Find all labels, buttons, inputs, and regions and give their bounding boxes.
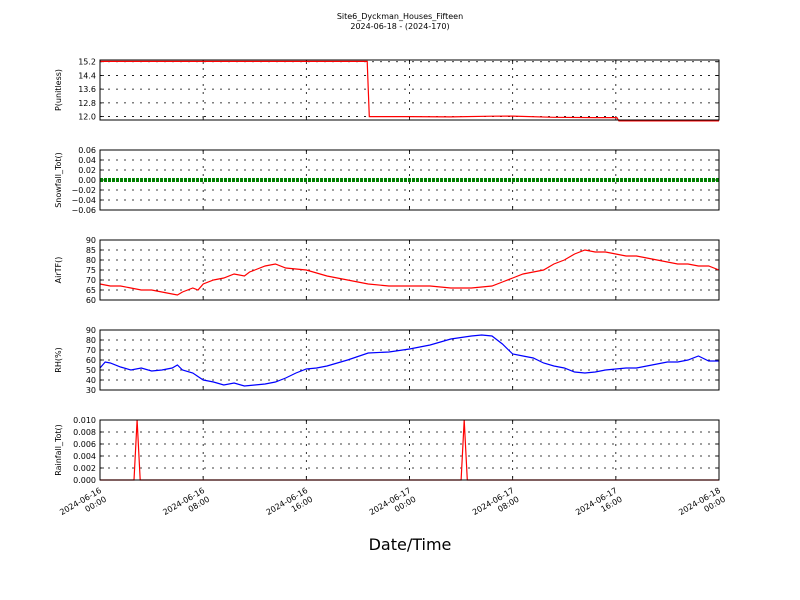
- panels: 12.012.813.614.415.2P(unitless)−0.06−0.0…: [54, 58, 720, 485]
- rh-ytick-label: 50: [86, 366, 96, 375]
- snowfall-ytick-label: 0.06: [78, 146, 96, 155]
- x-tick-label: 2024-06-1608:00: [161, 486, 211, 526]
- air-temp-ytick-label: 60: [86, 296, 96, 305]
- rh-ytick-label: 40: [86, 376, 96, 385]
- x-tick-label: 2024-06-1708:00: [471, 486, 521, 526]
- rh-ytick-label: 60: [86, 356, 96, 365]
- pressure-ytick-label: 14.4: [78, 71, 96, 80]
- snowfall-frame: [99, 149, 720, 211]
- rh-ytick-label: 80: [86, 336, 96, 345]
- rh-frame: [99, 329, 720, 391]
- air-temp-ytick-label: 70: [86, 276, 96, 285]
- pressure-ytick-label: 15.2: [78, 58, 96, 67]
- rh-ylabel: RH(%): [54, 347, 63, 372]
- snowfall-ytick-label: 0.04: [78, 156, 96, 165]
- rainfall-ytick-label: 0.008: [73, 428, 96, 437]
- rainfall-ytick-label: 0.010: [73, 416, 96, 425]
- air-temp-ytick-label: 90: [86, 236, 96, 245]
- rainfall-ytick-label: 0.000: [73, 476, 96, 485]
- pressure-ytick-label: 13.6: [78, 85, 96, 94]
- air-temp-series-line: [99, 249, 720, 296]
- pressure-ylabel: P(unitless): [54, 69, 63, 111]
- rh-series-line: [99, 334, 719, 387]
- pressure-ytick-label: 12.0: [78, 113, 96, 122]
- air-temp-frame: [99, 239, 720, 301]
- rh-ytick-label: 30: [86, 386, 96, 395]
- rh-ytick-label: 70: [86, 346, 96, 355]
- x-tick-label: 2024-06-1600:00: [58, 486, 108, 526]
- x-tick-label: 2024-06-1700:00: [368, 486, 418, 526]
- x-tick-label: 2024-06-1716:00: [574, 486, 624, 526]
- snowfall-ytick-label: −0.02: [71, 186, 96, 195]
- pressure-frame: [99, 59, 720, 121]
- rainfall-panel: 0.000 0.002 0.004 0.006 0.008 0.010 Rainfall_T…: [54, 416, 720, 485]
- air-temp-ytick-label: 80: [86, 256, 96, 265]
- pressure-ytick-label: 12.8: [78, 99, 96, 108]
- pressure-panel: 12.0 12.8 13.6 14.4 15.2 P(unitless): [54, 58, 720, 122]
- snowfall-ytick-label: 0.02: [78, 166, 96, 175]
- x-tick-label: 2024-06-1800:00: [677, 486, 727, 526]
- snowfall-ytick-label: 0.00: [78, 176, 96, 185]
- snowfall-panel: −0.06−0.04−0.020.000.020.040.06 Snowfall_…: [54, 146, 720, 215]
- snowfall-ytick-label: −0.06: [71, 206, 96, 215]
- air-temp-ylabel: AirTF(): [54, 257, 63, 284]
- snowfall-ylabel: Snowfall_Tot(): [54, 152, 63, 208]
- rainfall-ytick-label: 0.004: [73, 452, 96, 461]
- figure-subtitle: 2024-06-18 - (2024-170): [350, 22, 449, 31]
- pressure-series-line: [100, 60, 719, 122]
- rainfall-frame: [99, 419, 720, 481]
- rainfall-ylabel: Rainfall_Tot(): [54, 424, 63, 476]
- rainfall-ytick-label: 0.002: [73, 464, 96, 473]
- air-temp-ytick-label: 65: [86, 286, 96, 295]
- rainfall-ytick-label: 0.006: [73, 440, 96, 449]
- snowfall-ytick-label: −0.04: [71, 196, 96, 205]
- air-temp-ytick-label: 85: [86, 246, 96, 255]
- x-tick-label: 2024-06-1616:00: [265, 486, 315, 526]
- air-temp-ytick-label: 75: [86, 266, 96, 275]
- x-axis-label: Date/Time: [369, 535, 452, 554]
- figure-title: Site6_Dyckman_Houses_Fifteen: [337, 12, 463, 21]
- x-tick-labels: 2024-06-1600:00 2024-06-1608:00 2024-06-16…: [58, 486, 727, 526]
- rh-ytick-label: 90: [86, 326, 96, 335]
